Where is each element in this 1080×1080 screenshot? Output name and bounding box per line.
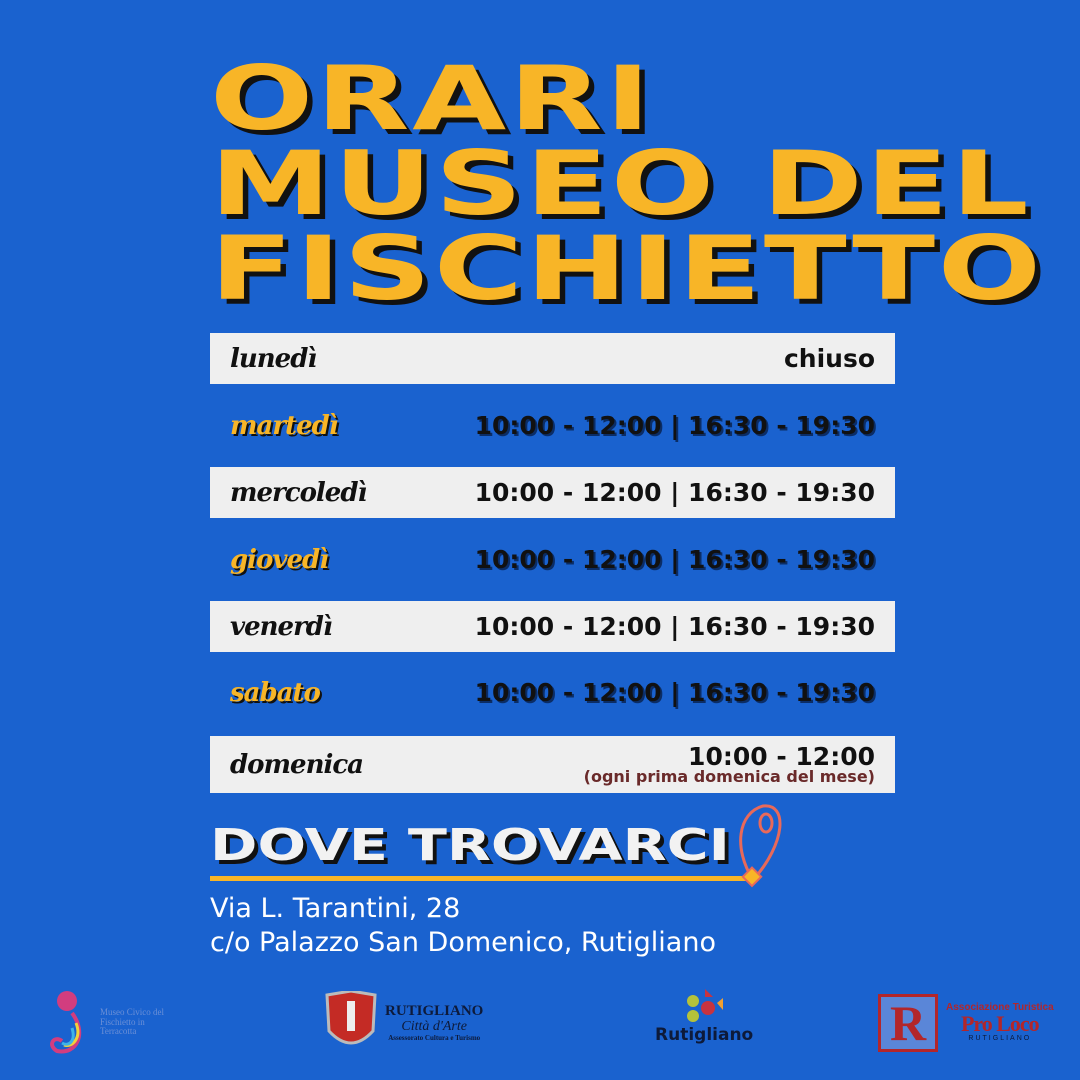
day-label: mercoledì [230,477,367,508]
logo-text: RUTIGLIANO [385,1002,484,1019]
logo-citta-arte: RUTIGLIANO Città d'Arte Assessorato Cult… [325,985,483,1060]
day-label: venerdì [230,611,333,642]
hours: 10:00 - 12:00 [688,742,875,771]
map-pin-icon [739,804,782,888]
schedule-row-friday: venerdì 10:00 - 12:00 | 16:30 - 19:30 [210,601,895,652]
address-line-2: c/o Palazzo San Domenico, Rutigliano [210,927,716,958]
schedule-row-wednesday: mercoledì 10:00 - 12:00 | 16:30 - 19:30 [210,467,895,518]
logo-subtext: Associazione Turistica [946,1002,1054,1013]
day-label: sabato [230,677,321,708]
hours: 10:00 - 12:00 | 16:30 - 19:30 [474,612,875,641]
day-label: martedì [230,410,339,441]
logo-text: Museo Civico del Fischietto in Terracott… [100,1006,164,1037]
hours: 10:00 - 12:00 | 16:30 - 19:30 [474,411,875,440]
logo-text: Rutigliano [655,1025,754,1045]
schedule-row-tuesday: martedì 10:00 - 12:00 | 16:30 - 19:30 [210,400,895,451]
title-line-3: FISCHIETTO [210,217,1044,320]
hours-note: (ogni prima domenica del mese) [583,767,875,786]
hours: chiuso [783,344,875,373]
logo-dept: Assessorato Cultura e Turismo [388,1033,481,1042]
day-label: domenica [230,749,364,780]
day-label: giovedì [230,544,329,575]
logo-city: RUTIGLIANO [968,1035,1032,1042]
schedule-row-sunday: domenica 10:00 - 12:00 (ogni prima domeni… [210,736,895,793]
hours: 10:00 - 12:00 | 16:30 - 19:30 [474,545,875,574]
divider [210,876,755,881]
title-line-1: ORARI [210,47,654,150]
schedule-row-saturday: sabato 10:00 - 12:00 | 16:30 - 19:30 [210,667,895,718]
schedule-row-monday: lunedì chiuso [210,333,895,384]
logo-museo-fischietto: Museo Civico del Fischietto in Terracott… [42,985,170,1060]
hours: 10:00 - 12:00 | 16:30 - 19:30 [474,678,875,707]
location-heading: DOVE TROVARCI [210,820,730,871]
address-line-1: Via L. Tarantini, 28 [210,893,461,924]
logo-text: Pro Loco [960,1011,1040,1036]
day-label: lunedì [230,343,317,374]
schedule-row-thursday: giovedì 10:00 - 12:00 | 16:30 - 19:30 [210,534,895,585]
logo-rutigliano: Rutigliano [655,985,753,1060]
proloco-r-icon: R [878,993,938,1052]
title-line-2: MUSEO DEL [210,132,1032,235]
hours: 10:00 - 12:00 | 16:30 - 19:30 [474,478,875,507]
logo-subtext: Città d'Arte [401,1019,467,1035]
logo-proloco: R Associazione Turistica Pro Loco RUTIGL… [878,985,1054,1060]
